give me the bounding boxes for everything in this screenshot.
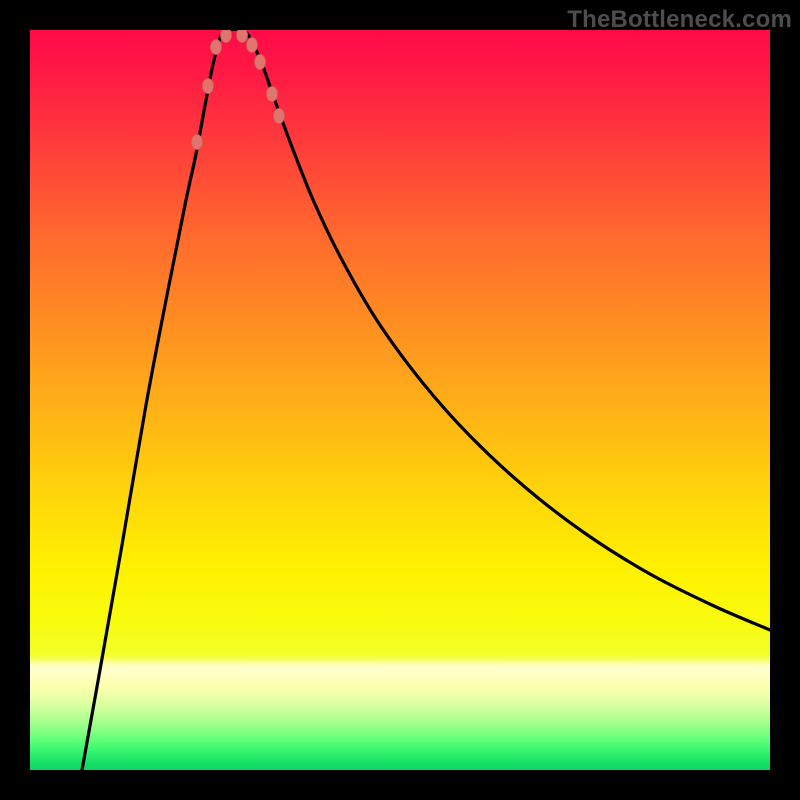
chart-frame: TheBottleneck.com (0, 0, 800, 800)
gradient-background (30, 30, 770, 770)
gradient-rect (30, 30, 770, 770)
plot-area (30, 30, 770, 770)
